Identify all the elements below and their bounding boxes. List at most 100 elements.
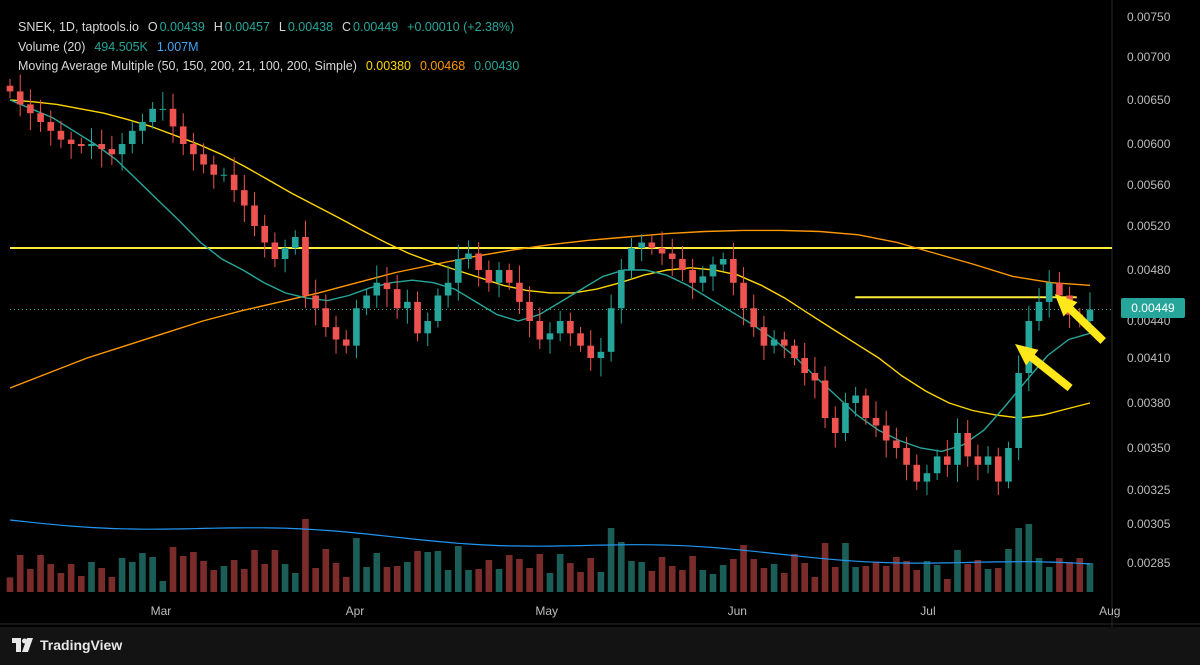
candle-body [393, 289, 401, 309]
volume-bar [740, 545, 747, 592]
high-value: 0.00457 [224, 20, 270, 34]
candle-body [465, 253, 472, 259]
volume-bar [791, 554, 798, 592]
x-tick-label: Mar [151, 604, 172, 618]
candle-body [516, 282, 523, 302]
candle-body [27, 104, 34, 114]
candle-body [984, 456, 992, 465]
volume-bar [1025, 524, 1033, 592]
candle-body [770, 339, 778, 346]
volume-bar [607, 528, 615, 592]
candle-body [801, 358, 808, 373]
ohlc-legend: SNEK, 1D, taptools.io O 0.00439 H 0.00457 … [18, 20, 516, 34]
volume-bar [628, 561, 635, 592]
candle-body [139, 122, 146, 131]
volume-value: 494.505K [94, 40, 148, 54]
candle-body [556, 321, 564, 334]
volume-bar [730, 559, 737, 592]
candle-body [668, 253, 676, 259]
volume-bar [964, 564, 972, 592]
open-label: O [147, 20, 158, 34]
volume-bar [281, 564, 289, 592]
volume-bar [638, 562, 645, 592]
volume-bar [994, 568, 1002, 592]
volume-bar [454, 546, 462, 592]
volume-bar [465, 570, 472, 592]
candle-body [964, 433, 972, 457]
volume-bar [67, 564, 75, 592]
volume-bar [933, 565, 941, 592]
candle-body [719, 259, 727, 265]
candle-body [210, 164, 218, 175]
volume-bar [577, 572, 584, 592]
ma3-value: 0.00430 [474, 59, 520, 73]
candle-body [47, 122, 55, 131]
change-value: +0.00010 (+2.38%) [407, 20, 515, 34]
close-label: C [342, 20, 352, 34]
candle-body [291, 237, 299, 248]
annotation-arrow-lower [1015, 344, 1073, 392]
candle-body [475, 253, 482, 270]
volume-bar [1066, 562, 1073, 592]
x-tick-label: Apr [346, 604, 365, 618]
y-tick-label: 0.00650 [1127, 93, 1171, 107]
candle-body [353, 308, 360, 346]
volume-bar [648, 571, 656, 592]
candle-body [37, 113, 44, 122]
candle-body [363, 295, 370, 309]
y-tick-label: 0.00480 [1127, 263, 1171, 277]
candle-body [1045, 282, 1053, 302]
volume-bar [27, 569, 34, 592]
candle-body [1025, 321, 1033, 373]
volume-bar [139, 553, 146, 592]
volume-bar [434, 551, 442, 592]
candle-body [923, 473, 931, 482]
volume-bar [668, 566, 676, 592]
volume-bar [842, 543, 849, 592]
volume-bar [302, 519, 309, 592]
candle-body [974, 456, 982, 465]
y-tick-label: 0.00285 [1127, 556, 1171, 570]
candle-body [791, 345, 798, 358]
volume-bar [485, 560, 493, 592]
candle-body [1035, 301, 1043, 321]
candle-body [526, 301, 533, 321]
volume-bar [617, 542, 625, 592]
candle-body [546, 333, 554, 340]
volume-bar [37, 555, 44, 592]
candle-body [760, 327, 768, 346]
candle-body [434, 295, 442, 321]
volume-bar [1015, 528, 1022, 592]
volume-bar [128, 562, 136, 592]
volume-bar [536, 554, 544, 592]
candle-body [1056, 282, 1063, 296]
volume-label[interactable]: Volume (20) [18, 40, 86, 54]
x-tick-label: Jun [728, 604, 747, 618]
candle-body [780, 339, 788, 346]
y-tick-label: 0.00520 [1127, 219, 1171, 233]
volume-bar [923, 561, 931, 592]
volume-bar [974, 560, 982, 592]
volume-bar [760, 568, 768, 592]
x-tick-label: Jul [920, 604, 935, 618]
tradingview-logo[interactable]: TradingView [12, 637, 122, 653]
candle-body [658, 248, 666, 254]
candle-body [933, 456, 941, 474]
volume-bar [893, 557, 900, 592]
candle-body [6, 85, 14, 92]
ma-150-line [9, 229, 1091, 389]
symbol-label[interactable]: SNEK, 1D, taptools.io [18, 20, 139, 34]
candle-body [332, 327, 340, 340]
high-label: H [213, 20, 223, 34]
candle-body [903, 448, 910, 465]
ma-label[interactable]: Moving Average Multiple (50, 150, 200, 2… [18, 59, 357, 73]
volume-bar [251, 550, 258, 592]
candle-body [944, 456, 951, 465]
candle-body [699, 276, 707, 283]
low-label: L [278, 20, 286, 34]
volume-bar [312, 568, 319, 592]
volume-bar [78, 576, 85, 592]
volume-bar [1035, 558, 1043, 592]
